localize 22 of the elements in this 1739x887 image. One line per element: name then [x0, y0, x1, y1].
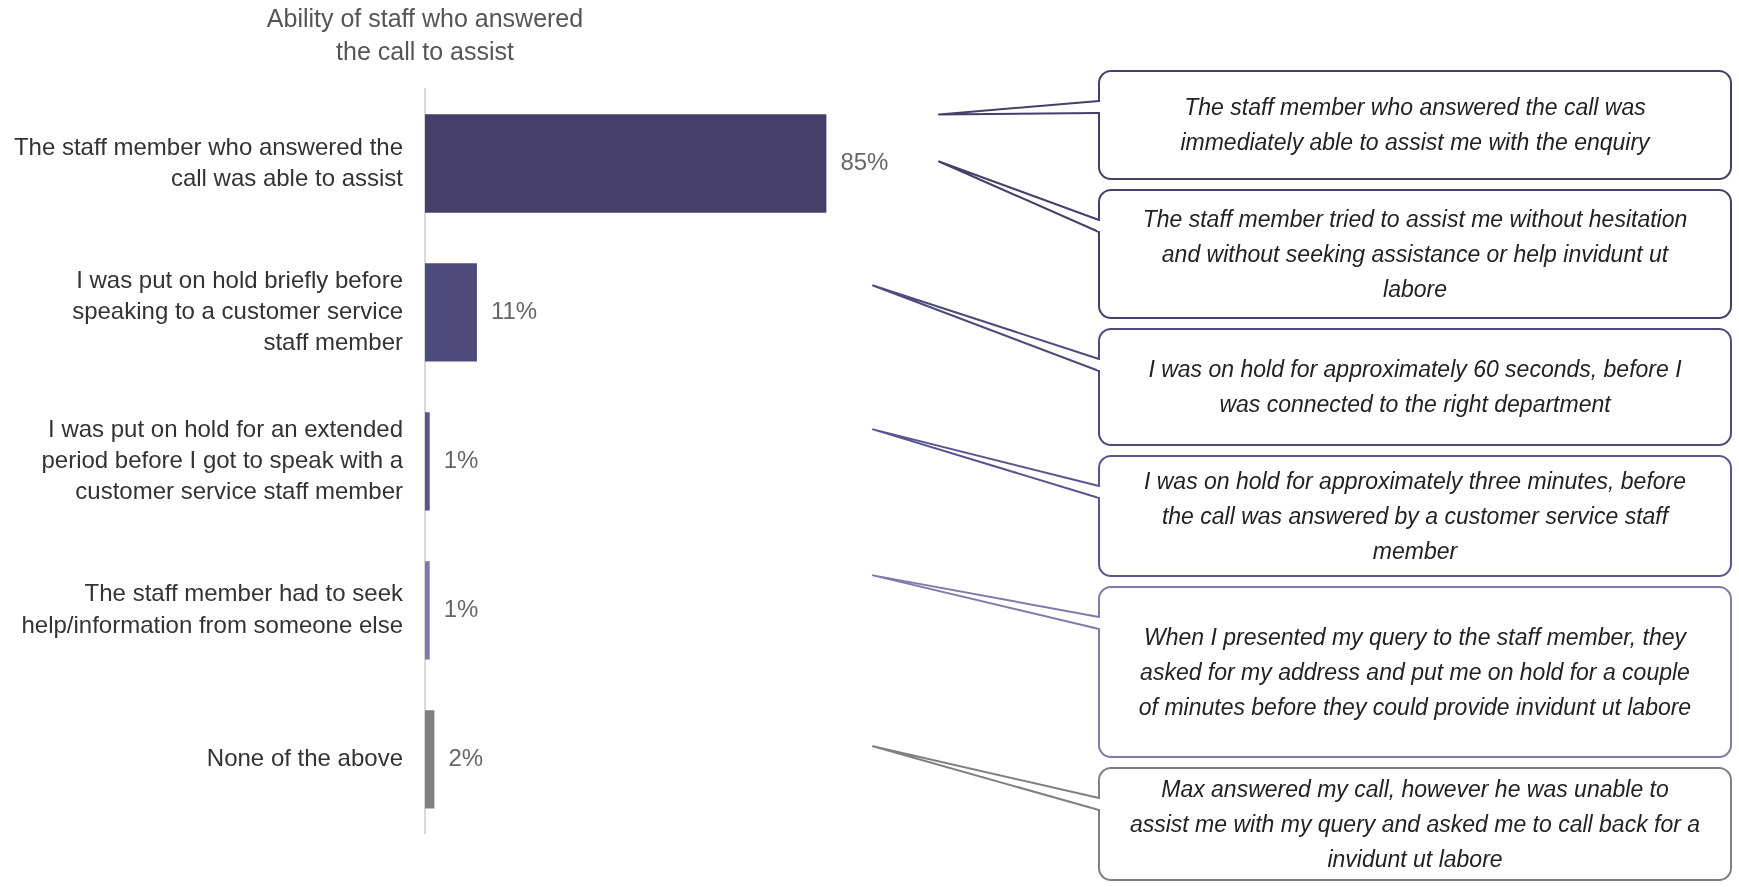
y-tick-label: I was put on hold briefly before speaking to a customer service staff member — [72, 265, 403, 356]
y-tick-label: The staff member had to seek help/information from someone else — [21, 579, 404, 638]
y-tick-label: I was put on hold for an extended period before I got to speak with a customer service staff member — [41, 414, 404, 505]
bar — [425, 263, 477, 362]
text: I was on hold for approximately 60 seconds, before I was connected to the right department — [1147, 355, 1683, 419]
data-label: 11% — [490, 297, 538, 325]
bar — [425, 114, 827, 213]
data-label: 85% — [840, 148, 889, 176]
text: The staff member tried to assist me without hesitation and without seeking assistance or help invidunt ut labore — [1141, 204, 1689, 304]
data-label: 1% — [443, 446, 479, 474]
text: The staff member who answered the call was immediately able to assist me with the enquiry — [1179, 93, 1652, 157]
y-tick-label: None of the above — [206, 743, 403, 771]
bar — [425, 710, 435, 809]
bar — [425, 412, 430, 511]
data-label: 2% — [448, 743, 484, 771]
y-tick-label: The staff member who answered the call was able to assist — [13, 132, 404, 191]
data-label: 1% — [443, 594, 479, 622]
bar — [425, 561, 430, 660]
text: When I presented my query to the staff member, they asked for my address and put me on hold for a couple of minutes before they could provide invidunt ut labore — [1137, 622, 1693, 722]
text: I was on hold for approximately three minutes, before the call was answered by a customer service staff member — [1142, 466, 1688, 566]
chart-title: Ability of staff who answered the call to assist — [266, 4, 584, 65]
text: Max answered my call, however he was unable to assist me with my query and asked me to call back for a invidunt ut labore — [1129, 774, 1701, 874]
